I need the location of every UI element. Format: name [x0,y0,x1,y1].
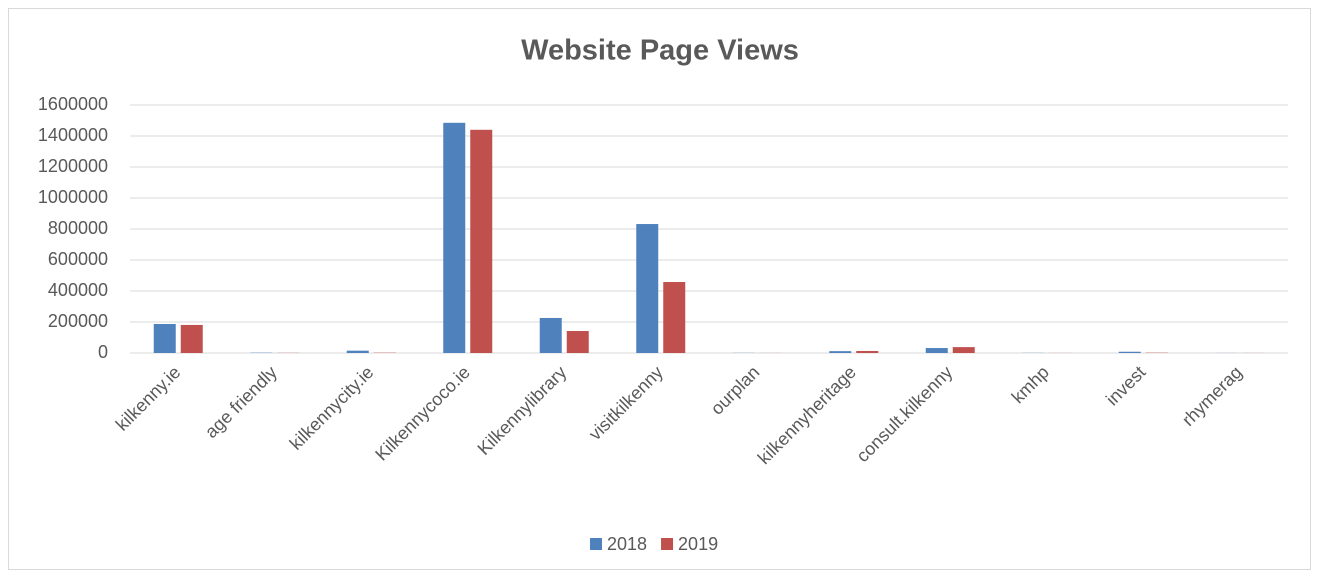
y-tick-label: 800000 [48,218,108,238]
y-tick-label: 1000000 [38,187,108,207]
y-tick-label: 1400000 [38,125,108,145]
chart-title: Website Page Views [521,35,799,67]
y-tick-label: 1600000 [38,94,108,114]
bar [180,324,203,353]
bar [470,129,493,353]
chart-border [8,8,1311,570]
y-tick-label: 600000 [48,249,108,269]
bar [663,282,686,353]
bar [539,317,562,353]
bar [346,350,369,353]
bar [925,348,948,353]
bar [566,330,589,353]
bar [153,324,176,353]
legend-label: 2019 [678,534,718,554]
y-tick-label: 400000 [48,280,108,300]
bar [856,350,879,353]
y-tick-label: 200000 [48,311,108,331]
legend-swatch [590,538,602,550]
legend-swatch [661,538,674,550]
bar [443,122,466,353]
legend-label: 2018 [607,534,647,554]
bar [829,351,852,353]
bar [952,347,975,353]
y-tick-label: 1200000 [38,156,108,176]
bar [636,224,659,353]
bar [1118,351,1141,353]
y-tick-label: 0 [98,342,108,362]
